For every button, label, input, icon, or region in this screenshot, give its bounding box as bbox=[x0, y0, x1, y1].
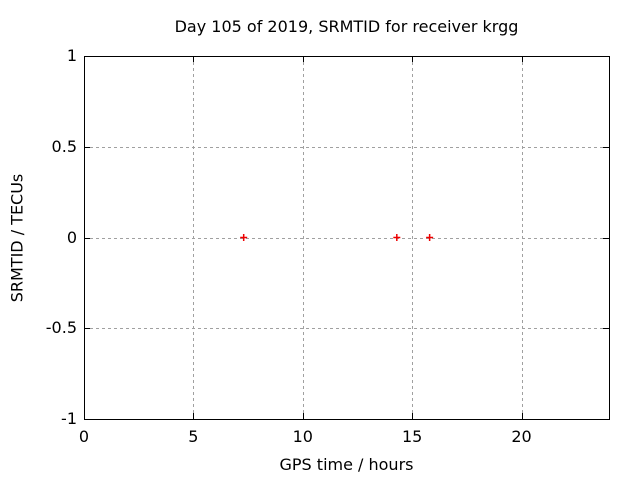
x-axis-label: GPS time / hours bbox=[279, 455, 414, 474]
y-tick-label: -1 bbox=[61, 409, 77, 428]
y-tick-label: 0 bbox=[66, 227, 77, 247]
x-tick-label: 5 bbox=[188, 427, 199, 446]
data-points bbox=[240, 234, 434, 241]
x-tick-label: 15 bbox=[401, 427, 423, 446]
y-tick-label: 0.5 bbox=[51, 136, 77, 156]
x-tick-label: 10 bbox=[292, 427, 313, 446]
chart-title: Day 105 of 2019, SRMTID for receiver krg… bbox=[174, 17, 519, 36]
x-tick-label: 0 bbox=[78, 427, 90, 446]
tick-marks bbox=[84, 56, 609, 420]
data-point-marker bbox=[240, 234, 248, 241]
grid-lines bbox=[84, 56, 609, 420]
data-point-marker bbox=[426, 234, 434, 241]
data-point-marker bbox=[393, 234, 401, 241]
x-tick-label: 20 bbox=[511, 427, 532, 446]
y-tick-label: 1 bbox=[66, 46, 77, 65]
y-tick-label: -0.5 bbox=[45, 318, 77, 338]
